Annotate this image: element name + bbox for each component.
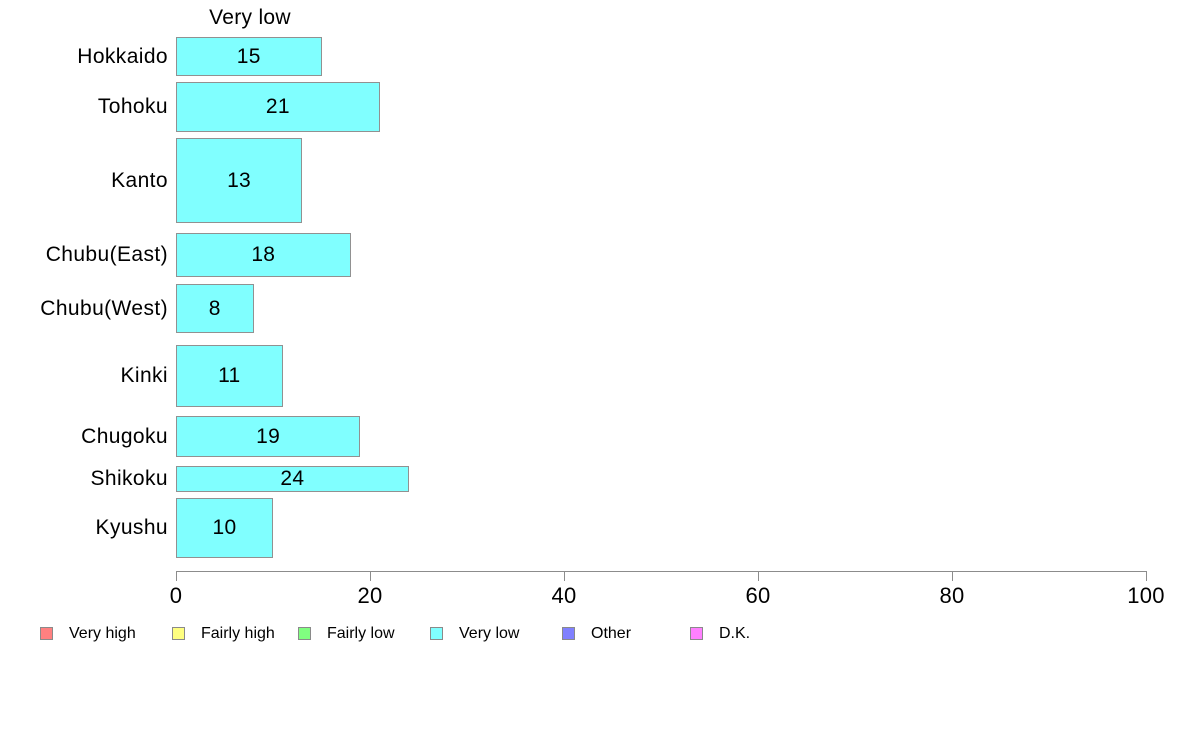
legend-label: Very high (69, 625, 136, 642)
x-axis-tick (176, 571, 177, 581)
bar: 10 (176, 498, 273, 558)
legend-swatch-d-k (690, 627, 703, 640)
x-axis-tick (564, 571, 565, 581)
x-axis-tick-label: 60 (745, 583, 771, 608)
x-axis-tick (1146, 571, 1147, 581)
bar-value-label: 15 (236, 44, 261, 68)
bar: 13 (176, 138, 303, 223)
bar: 24 (176, 466, 409, 492)
legend-label: Fairly low (327, 625, 395, 642)
bar: 19 (176, 416, 361, 457)
x-axis-tick (758, 571, 759, 581)
bar-value-label: 13 (227, 168, 252, 192)
x-axis-tick-label: 40 (551, 583, 577, 608)
x-axis-line (176, 571, 1146, 572)
legend-swatch-other (562, 627, 575, 640)
bar: 18 (176, 233, 351, 277)
legend-label: D.K. (719, 625, 751, 642)
bar-value-label: 8 (208, 296, 221, 320)
legend-swatch-very-high (40, 627, 53, 640)
category-label: Chubu(East) (45, 243, 168, 266)
chart-title: Very low (209, 6, 291, 29)
x-axis-tick-label: 80 (939, 583, 965, 608)
category-label: Shikoku (90, 467, 168, 490)
category-label: Kanto (111, 168, 168, 192)
bar-value-label: 19 (256, 424, 281, 448)
category-label: Kinki (120, 364, 168, 387)
legend-swatch-fairly-low (298, 627, 311, 640)
legend-label: Very low (459, 625, 520, 642)
x-axis-tick-label: 100 (1127, 583, 1165, 608)
x-axis-tick-label: 0 (169, 583, 183, 608)
bar: 8 (176, 284, 254, 333)
legend-label: Fairly high (201, 625, 275, 642)
legend-swatch-very-low (430, 627, 443, 640)
legend-swatch-fairly-high (172, 627, 185, 640)
bar-value-label: 21 (265, 95, 290, 118)
bar-value-label: 11 (218, 364, 241, 387)
x-axis-tick-label: 20 (357, 583, 383, 608)
category-label: Hokkaido (77, 44, 168, 68)
category-label: Kyushu (95, 516, 168, 539)
bar-value-label: 18 (251, 243, 276, 266)
x-axis-tick (952, 571, 953, 581)
legend-label: Other (591, 625, 632, 642)
category-label: Chubu(West) (40, 296, 168, 320)
bar: 11 (176, 345, 283, 407)
bar-value-label: 24 (280, 467, 305, 490)
category-label: Tohoku (97, 95, 168, 118)
bar-value-label: 10 (212, 516, 237, 539)
category-label: Chugoku (81, 424, 168, 448)
x-axis-tick (370, 571, 371, 581)
bar: 21 (176, 82, 380, 132)
bar: 15 (176, 37, 322, 76)
